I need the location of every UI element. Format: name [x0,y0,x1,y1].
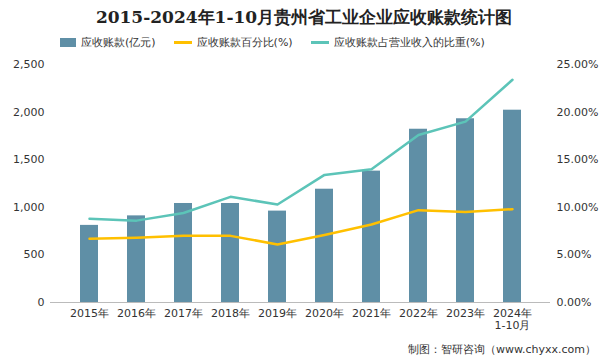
html-text:2015-2024年1-10月贵州省工业企业应收账款统计图: 2015-2024年1-10月贵州省工业企业应收账款统计图 [95,7,513,27]
svg-text:2018年: 2018年 [211,307,250,320]
html-text:制图：智研咨询（www.chyxx.com）: 制图：智研咨询（www.chyxx.com） [408,343,596,356]
svg-text:1,000: 1,000 [13,201,45,214]
svg-text:0.00%: 0.00% [557,296,592,309]
svg-text:2020年: 2020年 [305,307,344,320]
svg-text:2024年1-10月: 2024年1-10月 [493,307,532,332]
svg-text:0: 0 [38,296,45,309]
svg-text:2016年: 2016年 [117,307,156,320]
svg-text:2,000: 2,000 [13,106,45,119]
svg-text:25.00%: 25.00% [557,58,599,71]
svg-text:20.00%: 20.00% [557,106,599,119]
svg-text:15.00%: 15.00% [557,153,599,166]
svg-text:2023年: 2023年 [446,307,485,320]
svg-text:10.00%: 10.00% [557,201,599,214]
svg-text:2015年: 2015年 [70,307,109,320]
svg-text:2,500: 2,500 [13,58,45,71]
html-text:应收账款百分比(%): 应收账款百分比(%) [196,35,293,49]
svg-text:5.00%: 5.00% [557,248,592,261]
svg-text:2022年: 2022年 [399,307,438,320]
svg-text:2017年: 2017年 [164,307,203,320]
svg-text:1,500: 1,500 [13,153,45,166]
svg-text:2021年: 2021年 [352,307,391,320]
html-text:应收账款(亿元): 应收账款(亿元) [81,35,156,49]
svg-text:2019年: 2019年 [258,307,297,320]
html-text:应收账款占营业收入的比重(%): 应收账款占营业收入的比重(%) [333,35,485,49]
svg-text:500: 500 [24,248,45,261]
